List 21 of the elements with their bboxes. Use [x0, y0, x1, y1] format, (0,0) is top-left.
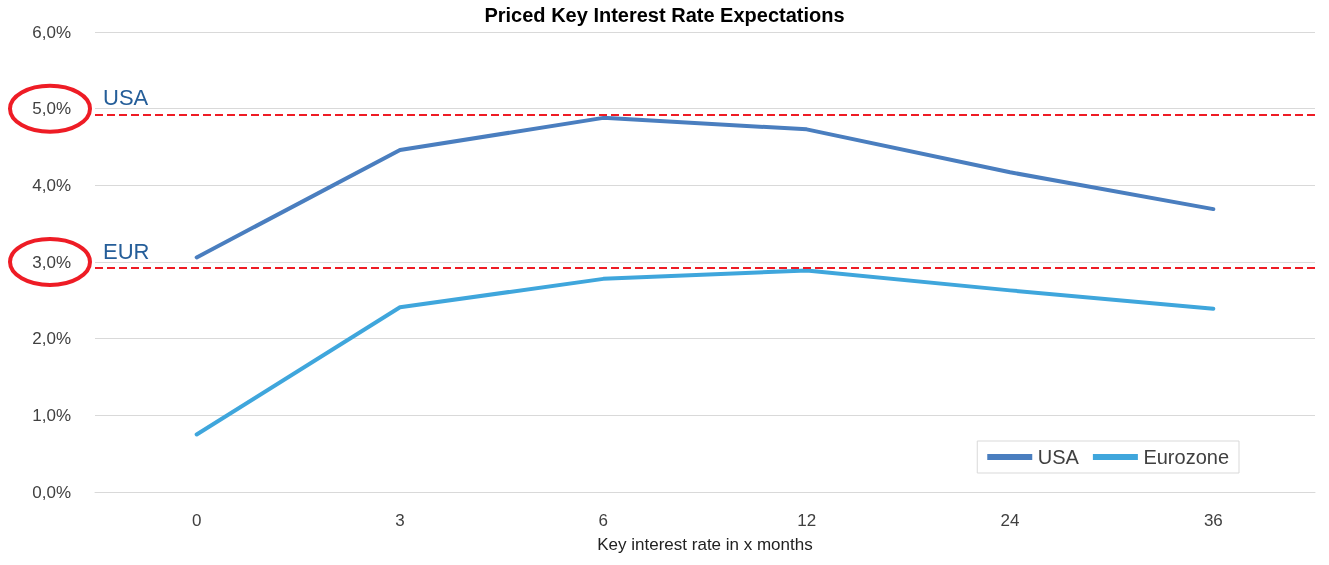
x-tick-label: 0 [191, 511, 202, 530]
y-tick-label: 3,0% [32, 252, 71, 272]
ref-line-label: EUR [103, 238, 150, 264]
x-axis-title: Key interest rate in x months [597, 535, 813, 554]
y-tick-label: 5,0% [32, 99, 71, 119]
y-tick-label: 0,0% [32, 482, 71, 502]
x-tick-label: 24 [1000, 511, 1020, 530]
x-tick-label: 3 [395, 511, 405, 530]
legend-label: Eurozone [1143, 446, 1230, 468]
line-series [194, 268, 1216, 437]
x-tick-label: 6 [598, 511, 609, 530]
y-tick-label: 2,0% [32, 329, 71, 349]
ref-line-label: USA [103, 85, 149, 111]
y-tick-label: 6,0% [32, 22, 71, 42]
x-tick-label: 36 [1203, 511, 1223, 530]
chart-title: Priced Key Interest Rate Expectations [484, 4, 845, 26]
x-tick-label: 12 [797, 511, 817, 530]
legend-label: USA [1037, 446, 1080, 468]
y-tick-label: 4,0% [32, 175, 71, 195]
line-series [194, 115, 1216, 260]
y-tick-label: 1,0% [32, 405, 71, 425]
